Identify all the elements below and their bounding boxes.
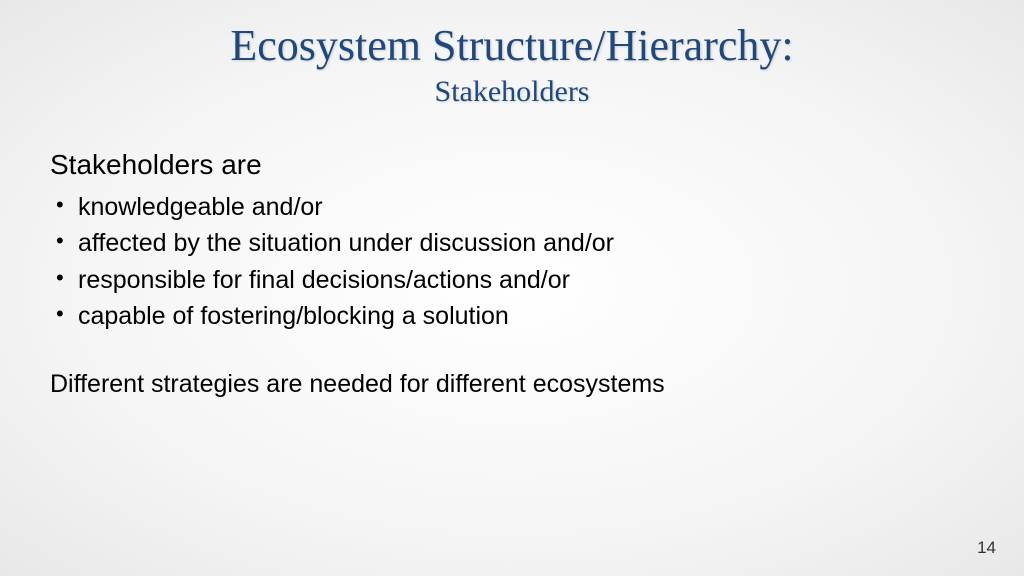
closing-text: Different strategies are needed for diff… xyxy=(50,370,974,399)
bullet-item: capable of fostering/blocking a solution xyxy=(50,298,974,334)
bullet-item: responsible for final decisions/actions … xyxy=(50,262,974,298)
slide-container: Ecosystem Structure/Hierarchy: Stakehold… xyxy=(0,0,1024,576)
slide-title: Ecosystem Structure/Hierarchy: xyxy=(50,20,974,71)
bullet-item: affected by the situation under discussi… xyxy=(50,225,974,261)
bullet-list: knowledgeable and/or affected by the sit… xyxy=(50,189,974,334)
bullet-item: knowledgeable and/or xyxy=(50,189,974,225)
intro-text: Stakeholders are xyxy=(50,149,974,181)
slide-subtitle: Stakeholders xyxy=(50,75,974,109)
page-number: 14 xyxy=(977,538,996,558)
slide-content: Stakeholders are knowledgeable and/or af… xyxy=(50,149,974,399)
